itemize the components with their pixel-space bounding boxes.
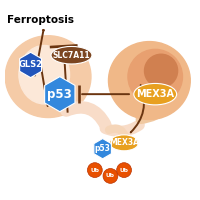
Polygon shape <box>20 52 42 78</box>
Ellipse shape <box>19 45 70 104</box>
Circle shape <box>103 169 118 183</box>
Ellipse shape <box>128 49 182 104</box>
Circle shape <box>87 163 102 177</box>
Polygon shape <box>45 77 75 112</box>
Ellipse shape <box>108 42 190 119</box>
Ellipse shape <box>145 54 178 87</box>
Text: p53: p53 <box>47 88 72 101</box>
Text: GLS2: GLS2 <box>19 60 43 69</box>
Text: MEX3A: MEX3A <box>136 89 174 99</box>
Text: SLC7A11: SLC7A11 <box>53 51 90 60</box>
FancyArrowPatch shape <box>140 106 169 119</box>
FancyArrowPatch shape <box>66 107 105 125</box>
Polygon shape <box>94 139 111 159</box>
Circle shape <box>117 163 131 177</box>
FancyArrowPatch shape <box>105 125 139 131</box>
Ellipse shape <box>134 83 177 105</box>
Text: Ub: Ub <box>106 173 115 178</box>
Text: p53: p53 <box>95 144 111 153</box>
FancyArrowPatch shape <box>131 85 144 132</box>
Text: Ferroptosis: Ferroptosis <box>7 15 74 25</box>
Text: Ub: Ub <box>120 168 129 173</box>
FancyArrowPatch shape <box>40 61 48 106</box>
FancyArrowPatch shape <box>109 129 125 136</box>
Ellipse shape <box>5 36 91 118</box>
Ellipse shape <box>51 46 92 64</box>
Text: Ub: Ub <box>90 168 99 173</box>
Text: MEX3A: MEX3A <box>109 138 139 147</box>
Ellipse shape <box>109 135 139 151</box>
